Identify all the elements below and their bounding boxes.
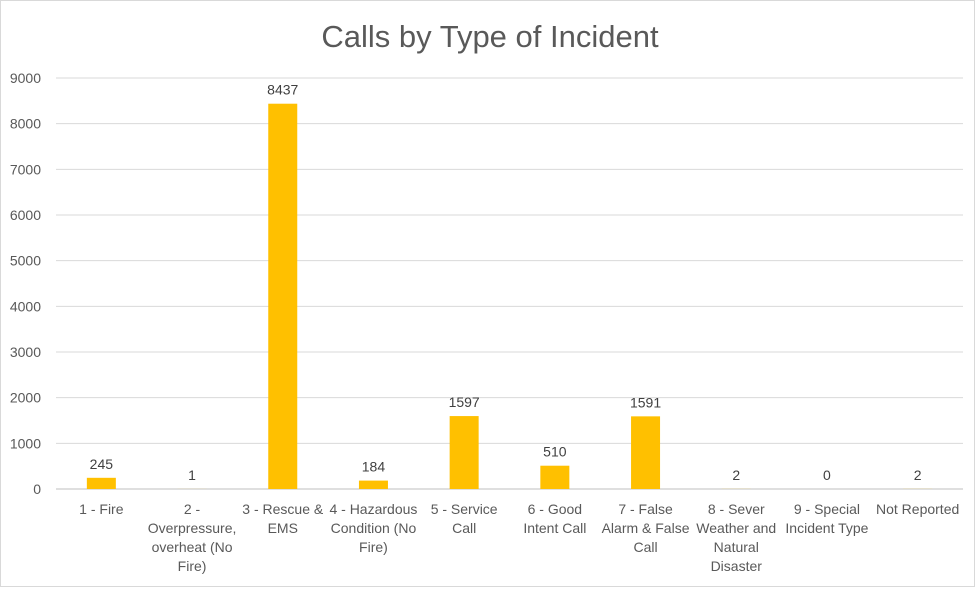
y-tick-label: 4000: [10, 298, 41, 314]
bars: [87, 104, 932, 489]
data-label: 245: [90, 456, 114, 472]
y-tick-label: 1000: [10, 435, 41, 451]
data-label: 2: [914, 467, 922, 483]
data-label: 1591: [630, 394, 661, 410]
data-label: 0: [823, 467, 831, 483]
x-tick-label: 1 - Fire: [79, 501, 124, 517]
y-tick-label: 6000: [10, 207, 41, 223]
y-axis: 0 1000 2000 3000 4000 5000 6000 7000 8000 9000: [10, 70, 41, 497]
y-tick-label: 8000: [10, 116, 41, 132]
bar: [450, 416, 479, 489]
y-tick-label: 9000: [10, 70, 41, 86]
data-label: 184: [362, 459, 386, 475]
y-tick-label: 3000: [10, 344, 41, 360]
y-tick-label: 2000: [10, 390, 41, 406]
data-label: 2: [732, 467, 740, 483]
y-tick-label: 5000: [10, 253, 41, 269]
data-label: 1: [188, 467, 196, 483]
y-tick-label: 0: [33, 481, 41, 497]
x-tick-label: 3 - Rescue &EMS: [242, 501, 324, 536]
chart-title: Calls by Type of Incident: [321, 19, 659, 54]
data-labels: 245 1 8437 184 1597 510 1591 2 0 2: [90, 82, 922, 483]
y-tick-label: 7000: [10, 161, 41, 177]
x-tick-label: Not Reported: [876, 501, 959, 517]
data-label: 8437: [267, 82, 298, 98]
bar: [268, 104, 297, 489]
data-label: 1597: [449, 394, 480, 410]
bar: [87, 478, 116, 489]
data-label: 510: [543, 444, 567, 460]
gridlines: [56, 78, 963, 489]
bar: [540, 466, 569, 489]
bar: [631, 416, 660, 489]
bar: [359, 481, 388, 489]
